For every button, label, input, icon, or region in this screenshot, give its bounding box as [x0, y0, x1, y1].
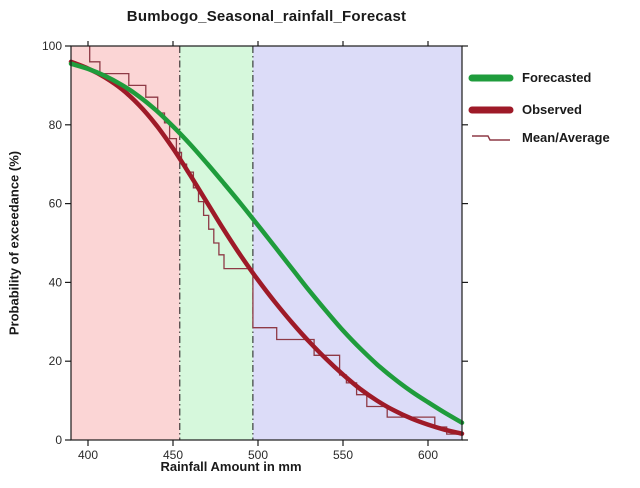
series-observed-curve: [68, 59, 465, 436]
x-tick-label: 400: [78, 448, 98, 462]
y-tick-label: 60: [49, 197, 63, 211]
legend-label-forecasted: Forecasted: [522, 70, 592, 85]
series-forecasted-curve: [68, 61, 465, 425]
x-tick-label: 600: [418, 448, 438, 462]
region-band-2: [252, 46, 462, 440]
x-tick-label: 550: [333, 448, 353, 462]
legend-item-forecasted: Forecasted: [468, 70, 591, 85]
forecasted-line-icon: [468, 74, 514, 81]
x-axis-label: Rainfall Amount in mm: [160, 459, 302, 474]
observed-line-icon: [468, 106, 514, 113]
y-tick-label: 20: [49, 354, 63, 368]
x-tick-label: 500: [248, 448, 268, 462]
y-tick-label: 0: [55, 433, 62, 447]
y-axis-label: Probability of exceedance (%): [6, 150, 22, 336]
legend-label-mean-average: Mean/Average: [522, 130, 610, 145]
legend-item-mean-average: Mean/Average: [468, 130, 610, 145]
chart-title: Bumbogo_Seasonal_rainfall_Forecast: [126, 8, 407, 25]
x-tick-label: 450: [163, 448, 183, 462]
legend-item-observed: Observed: [468, 102, 582, 117]
y-tick-label: 80: [49, 118, 63, 132]
legend-label-observed: Observed: [522, 102, 582, 117]
region-band-0: [71, 46, 180, 440]
y-tick-label: 100: [42, 39, 62, 53]
mean-average-step-line-icon: [472, 134, 510, 141]
plot-frame: [70, 45, 463, 441]
y-tick-label: 40: [49, 275, 63, 289]
